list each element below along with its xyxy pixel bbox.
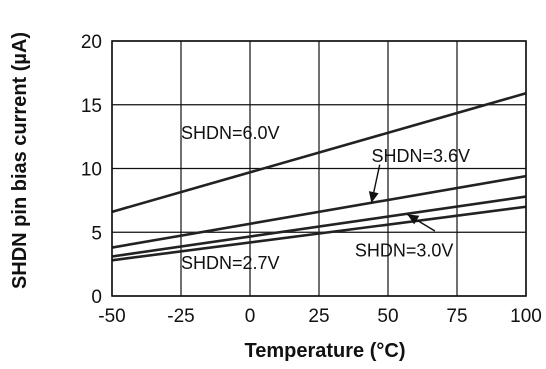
annotation-arrows	[368, 164, 436, 232]
y-tick-label: 0	[91, 287, 102, 308]
y-tick-label: 10	[81, 160, 102, 181]
arrowhead	[407, 214, 420, 225]
series-line	[111, 174, 527, 249]
x-tick-label: 50	[377, 306, 398, 327]
series-line	[111, 205, 527, 262]
y-tick-label: 20	[81, 32, 102, 53]
y-tick-label: 15	[81, 96, 102, 117]
arrowhead	[368, 191, 379, 203]
grid-lines	[111, 40, 527, 297]
x-tick-label: -50	[98, 306, 125, 327]
series-annotation: SHDN=2.7V	[181, 253, 280, 273]
x-axis-title: Temperature (°C)	[245, 340, 406, 362]
x-tick-labels: -50 -25 0 25 50 75 100	[98, 306, 542, 327]
x-tick-label: -25	[167, 306, 194, 327]
x-tick-label: 100	[510, 306, 542, 327]
plot-frame	[111, 40, 527, 297]
series-lines	[111, 92, 527, 262]
x-tick-label: 0	[245, 306, 256, 327]
x-tick-label: 75	[446, 306, 467, 327]
annotations: SHDN=6.0V SHDN=3.6V SHDN=2.7V SHDN=3.0V	[181, 123, 470, 273]
series-annotation: SHDN=6.0V	[181, 123, 280, 143]
y-tick-labels: 0 5 10 15 20	[81, 32, 102, 308]
series-line	[111, 92, 527, 214]
series-line	[111, 195, 527, 258]
y-tick-label: 5	[91, 223, 102, 244]
y-axis-title: SHDN pin bias current (µA)	[9, 32, 31, 289]
series-annotation: SHDN=3.0V	[355, 240, 454, 260]
x-tick-label: 25	[308, 306, 329, 327]
series-annotation: SHDN=3.6V	[371, 146, 470, 166]
